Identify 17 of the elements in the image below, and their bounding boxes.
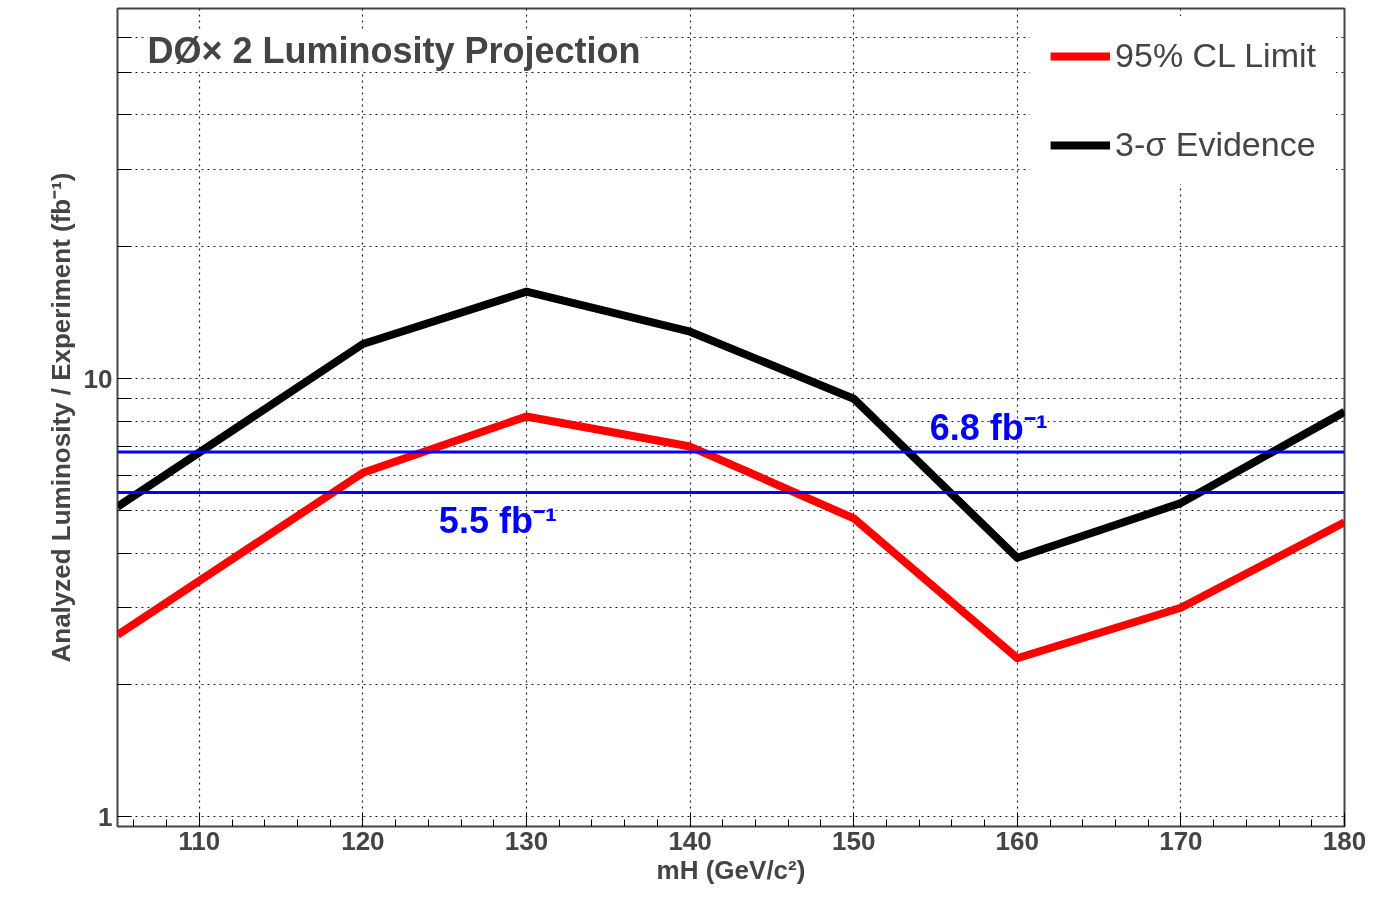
text: DØ× 2 Luminosity Projection (147, 29, 641, 71)
x-axis-title: mH (GeV/c²) (656, 854, 806, 885)
y-axis-title: Analyzed Luminosity / Experiment (fb⁻¹) (45, 172, 76, 663)
y-tick-label: 1 (98, 801, 113, 832)
x-tick-label: 140 (668, 825, 712, 856)
legend-label: 3-σ Evidence (1115, 125, 1316, 164)
legend-label: 95% CL Limit (1115, 36, 1316, 75)
y-tick-label: 10 (83, 363, 113, 394)
ref-line-label: 5.5 fb⁻¹ (438, 500, 557, 542)
x-tick-label: 120 (341, 825, 385, 856)
x-tick-label: 130 (504, 825, 549, 856)
x-tick-label: 180 (1322, 825, 1367, 856)
x-tick-label: 160 (995, 825, 1039, 856)
x-tick-label: 170 (1159, 825, 1203, 856)
x-tick-label: 110 (178, 825, 221, 856)
x-tick-label: 150 (832, 825, 876, 856)
ref-line-label: 6.8 fb⁻¹ (929, 407, 1048, 449)
